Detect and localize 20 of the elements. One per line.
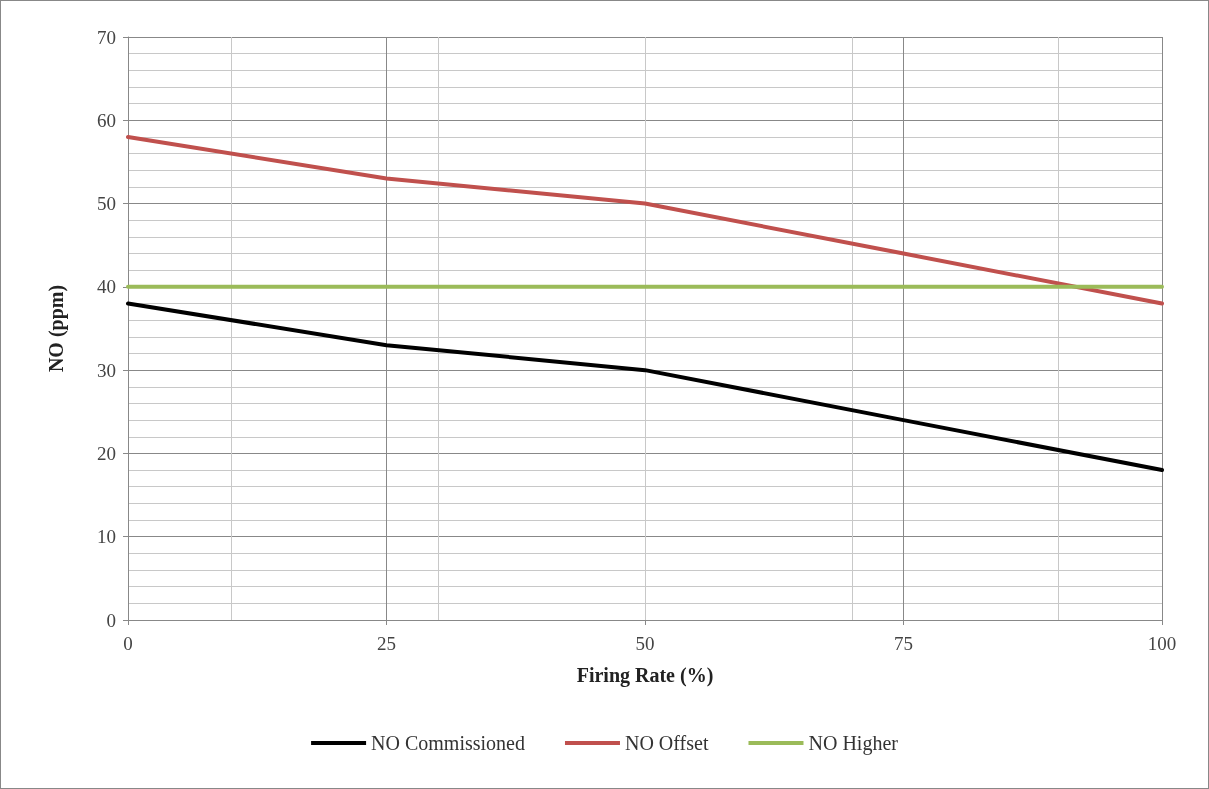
x-tick-label: 25 — [377, 633, 396, 654]
x-tick-label: 50 — [635, 633, 655, 654]
y-tick-label: 40 — [97, 276, 116, 298]
y-axis-title: NO (ppm) — [45, 284, 68, 373]
line-series — [126, 134, 1164, 306]
line-series — [126, 301, 1164, 473]
legend-label: NO Commissioned — [371, 732, 525, 754]
y-tick-label: 60 — [97, 109, 116, 131]
y-tick-label: 0 — [106, 609, 116, 631]
y-tick-label: 50 — [97, 193, 116, 215]
x-tick-label: 0 — [123, 633, 133, 654]
x-tick-label: 75 — [894, 633, 913, 654]
legend-label: NO Higher — [808, 732, 899, 755]
y-tick-label: 30 — [97, 359, 116, 381]
y-tick-label: 70 — [97, 26, 116, 48]
legend-label: NO Offset — [624, 732, 709, 754]
x-tick-label: 100 — [1147, 633, 1177, 654]
y-tick-label: 10 — [97, 526, 116, 548]
y-tick-label: 20 — [97, 442, 116, 464]
x-axis-title: Firing Rate (%) — [576, 664, 714, 687]
